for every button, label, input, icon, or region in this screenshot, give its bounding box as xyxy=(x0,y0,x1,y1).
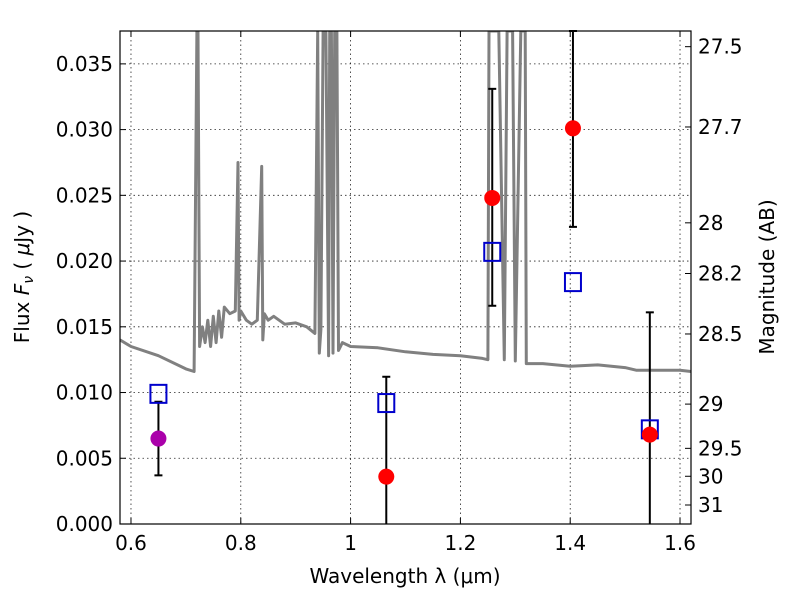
model-flux-marker xyxy=(149,383,168,404)
y-tick-label: 0.030 xyxy=(56,118,113,142)
magnitude-axis-label: Magnitude (AB) xyxy=(755,199,779,354)
x-tick-label: 0.6 xyxy=(115,531,147,555)
observed-flux-marker xyxy=(150,430,167,447)
x-tick-label: 0.8 xyxy=(225,531,257,555)
model-flux-marker xyxy=(483,241,502,262)
y-axis-label-paren: ( xyxy=(10,255,34,276)
data-points xyxy=(149,30,659,524)
y-tick-label: 0.025 xyxy=(56,183,113,207)
magnitude-tick-label: 31 xyxy=(698,493,723,517)
y-axis-label: Flux Fν ( μJy ) xyxy=(10,211,37,343)
x-tick-label: 1.4 xyxy=(554,531,586,555)
observed-flux-marker xyxy=(378,468,395,485)
y-tick-label: 0.015 xyxy=(56,315,113,339)
observed-flux-marker xyxy=(641,426,658,443)
magnitude-tick-label: 28.2 xyxy=(698,261,743,285)
model-spectrum xyxy=(120,31,691,373)
y-axis-label-mu: μ xyxy=(10,243,34,257)
x-tick-label: 1.2 xyxy=(444,531,476,555)
y-tick-label: 0.035 xyxy=(56,52,113,76)
axis-ticks: 0.6 0.8 1 1.2 1.4 1.6 0.000 0.005 0.010 0.015 0.02… xyxy=(56,31,743,555)
y-tick-label: 0.010 xyxy=(56,381,113,405)
y-axis-label-prefix: Flux xyxy=(10,295,34,343)
y-tick-label: 0.020 xyxy=(56,249,113,273)
y-tick-label: 0.005 xyxy=(56,446,113,470)
y-axis-label-symbol: F xyxy=(10,283,34,295)
magnitude-tick-label: 30 xyxy=(698,464,723,488)
y-axis-label-subscript: ν xyxy=(21,276,37,284)
x-tick-label: 1.6 xyxy=(664,531,696,555)
y-tick-label: 0.000 xyxy=(56,512,113,536)
magnitude-tick-label: 28.5 xyxy=(698,322,743,346)
x-tick-label: 1 xyxy=(344,531,357,555)
model-spectrum-line xyxy=(120,31,691,373)
plot-frame xyxy=(119,30,692,525)
magnitude-tick-label: 27.7 xyxy=(698,115,743,139)
magnitude-tick-label: 27.5 xyxy=(698,35,743,59)
observed-flux-marker xyxy=(484,189,501,206)
y-axis-label-unit: Jy ) xyxy=(10,211,34,245)
observed-flux-marker xyxy=(564,120,581,137)
model-flux-marker xyxy=(563,272,582,293)
magnitude-tick-label: 28 xyxy=(698,211,723,235)
magnitude-tick-label: 29.5 xyxy=(698,436,743,460)
grid-lines xyxy=(120,31,691,525)
x-axis-label: Wavelength λ (μm) xyxy=(309,564,500,588)
magnitude-tick-label: 29 xyxy=(698,392,723,416)
model-flux-marker xyxy=(377,393,396,414)
